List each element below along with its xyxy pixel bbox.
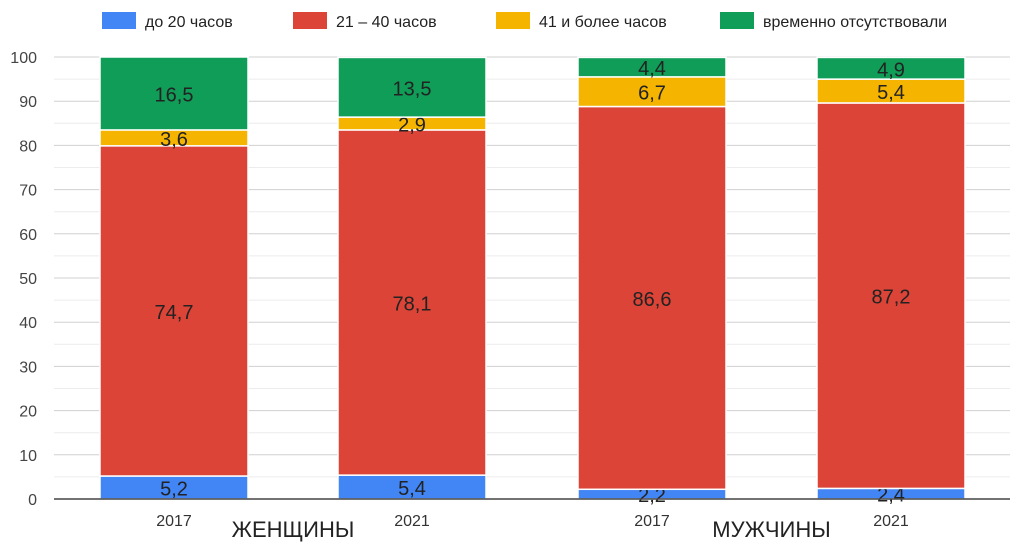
data-label: 2,9 <box>398 115 426 137</box>
bar-segment <box>99 56 249 131</box>
legend-label: до 20 часов <box>145 14 233 31</box>
bar-segment <box>816 102 966 490</box>
y-tick-label: 10 <box>19 448 37 465</box>
bar-segment <box>577 105 727 491</box>
data-label: 3,6 <box>160 129 188 151</box>
bar-segment <box>337 129 487 476</box>
bar-segment <box>816 56 966 80</box>
bar-segment <box>337 56 487 118</box>
legend-label: 21 – 40 часов <box>336 14 437 31</box>
data-label: 86,6 <box>633 289 672 311</box>
data-label: 5,4 <box>398 478 426 500</box>
data-label: 6,7 <box>638 83 666 105</box>
data-label: 87,2 <box>872 287 911 309</box>
y-tick-label: 100 <box>10 50 37 67</box>
y-tick-label: 90 <box>19 94 37 111</box>
x-tick-label: 2017 <box>634 513 670 530</box>
group-label: МУЖЧИНЫ <box>712 517 830 542</box>
legend-swatch <box>293 12 327 29</box>
data-label: 74,7 <box>155 302 194 324</box>
y-tick-label: 60 <box>19 227 37 244</box>
data-label: 16,5 <box>155 84 194 106</box>
data-label: 5,2 <box>160 479 188 501</box>
data-label: 5,4 <box>877 82 905 104</box>
data-label: 13,5 <box>393 78 432 100</box>
data-label: 2,4 <box>877 485 905 507</box>
legend-label: временно отсутствовали <box>763 14 947 31</box>
y-tick-label: 0 <box>28 492 37 509</box>
y-tick-label: 80 <box>19 138 37 155</box>
data-label: 4,4 <box>638 58 666 80</box>
data-label: 4,9 <box>877 59 905 81</box>
y-tick-label: 50 <box>19 271 37 288</box>
bar-segment <box>577 56 727 78</box>
data-label: 2,2 <box>638 485 666 507</box>
y-tick-label: 70 <box>19 183 37 200</box>
x-tick-label: 2021 <box>394 513 430 530</box>
y-tick-label: 40 <box>19 315 37 332</box>
y-tick-label: 20 <box>19 404 37 421</box>
legend-swatch <box>496 12 530 29</box>
legend-swatch <box>720 12 754 29</box>
group-label: ЖЕНЩИНЫ <box>232 517 355 542</box>
legend-swatch <box>102 12 136 29</box>
legend-label: 41 и более часов <box>539 14 667 31</box>
y-tick-label: 30 <box>19 359 37 376</box>
x-tick-label: 2021 <box>873 513 909 530</box>
bar-segment <box>577 76 727 108</box>
data-label: 78,1 <box>393 294 432 316</box>
x-tick-label: 2017 <box>156 513 192 530</box>
bar-segment <box>99 145 249 477</box>
